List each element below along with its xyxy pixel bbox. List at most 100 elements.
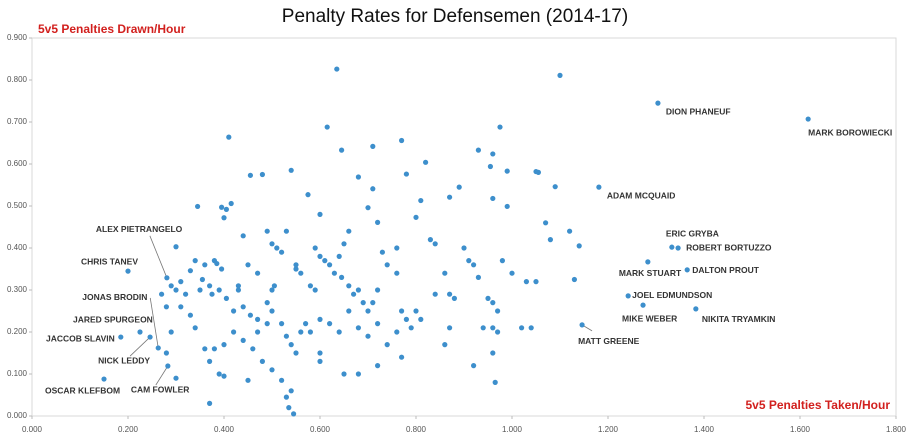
point — [375, 287, 381, 293]
point — [293, 262, 299, 268]
point — [403, 171, 409, 177]
point — [370, 186, 376, 192]
point — [187, 268, 193, 274]
point — [269, 367, 275, 373]
point — [625, 293, 631, 299]
point — [216, 287, 222, 293]
point — [155, 345, 161, 351]
y-tick-label: 0.400 — [7, 243, 28, 252]
point-label: MATT GREENE — [578, 336, 640, 346]
x-tick-label: 1.000 — [502, 425, 523, 434]
point — [370, 300, 376, 306]
point-label: JACCOB SLAVIN — [46, 333, 115, 343]
y-tick-label: 0.200 — [7, 327, 28, 336]
point — [669, 244, 675, 250]
point — [235, 287, 241, 293]
point — [466, 258, 472, 264]
point — [312, 245, 318, 251]
point-label: MIKE WEBER — [622, 313, 677, 323]
y-tick-label: 0.900 — [7, 33, 28, 42]
point — [125, 268, 131, 274]
point-label: NIKITA TRYAMKIN — [702, 314, 776, 324]
point — [298, 329, 304, 335]
point — [307, 329, 313, 335]
point — [255, 329, 261, 335]
point — [223, 295, 229, 301]
point — [247, 172, 253, 178]
point — [805, 116, 811, 122]
point — [461, 245, 467, 251]
point — [274, 245, 280, 251]
point — [447, 291, 453, 297]
x-tick-label: 0.600 — [310, 425, 331, 434]
point — [413, 308, 419, 314]
point — [165, 363, 171, 369]
point — [207, 358, 213, 364]
point — [199, 276, 205, 283]
point — [259, 171, 265, 178]
point — [567, 228, 573, 234]
point — [279, 249, 285, 255]
point — [288, 167, 294, 173]
point — [394, 329, 400, 335]
x-axis-label: 5v5 Penalties Taken/Hour — [745, 398, 890, 412]
point — [399, 354, 405, 360]
point — [219, 266, 225, 272]
point — [519, 325, 525, 331]
point-label: NICK LEDDY — [98, 355, 150, 365]
point — [432, 241, 438, 247]
point — [255, 270, 261, 276]
point-label: DALTON PROUT — [692, 265, 760, 275]
x-tick-label: 0.400 — [214, 425, 235, 434]
point — [317, 350, 323, 356]
point — [485, 295, 491, 301]
point — [509, 270, 515, 276]
point — [432, 291, 438, 297]
y-tick-label: 0.700 — [7, 117, 28, 126]
leader-line — [129, 336, 151, 357]
point — [399, 137, 405, 144]
x-tick-label: 1.400 — [694, 425, 715, 434]
point — [291, 411, 297, 417]
point — [471, 262, 477, 268]
point — [547, 237, 554, 243]
point — [355, 325, 361, 331]
point — [183, 291, 189, 297]
x-tick-label: 1.800 — [886, 425, 907, 434]
point — [492, 379, 498, 385]
point — [322, 258, 328, 264]
point — [504, 203, 510, 210]
point — [231, 308, 237, 314]
point — [543, 220, 549, 226]
point — [264, 321, 270, 327]
point — [255, 316, 261, 322]
point — [403, 316, 409, 322]
point — [207, 283, 213, 289]
x-tick-label: 0.800 — [406, 425, 427, 434]
chart-title: Penalty Rates for Defensemen (2014-17) — [282, 6, 628, 27]
point — [375, 321, 381, 327]
point — [163, 350, 169, 356]
point — [231, 329, 237, 335]
point — [173, 375, 179, 381]
point — [269, 241, 275, 247]
point — [147, 334, 153, 340]
point — [576, 243, 582, 249]
point — [490, 325, 496, 331]
point — [693, 306, 699, 312]
point — [456, 184, 462, 190]
point — [418, 197, 424, 204]
point — [487, 163, 493, 170]
point — [423, 159, 429, 165]
point — [101, 376, 107, 382]
point — [202, 346, 208, 352]
point — [240, 337, 246, 343]
point — [355, 287, 361, 293]
point — [264, 228, 270, 234]
point — [499, 258, 505, 264]
point — [495, 329, 501, 335]
point — [557, 72, 563, 78]
point — [197, 287, 203, 293]
point — [226, 134, 232, 140]
